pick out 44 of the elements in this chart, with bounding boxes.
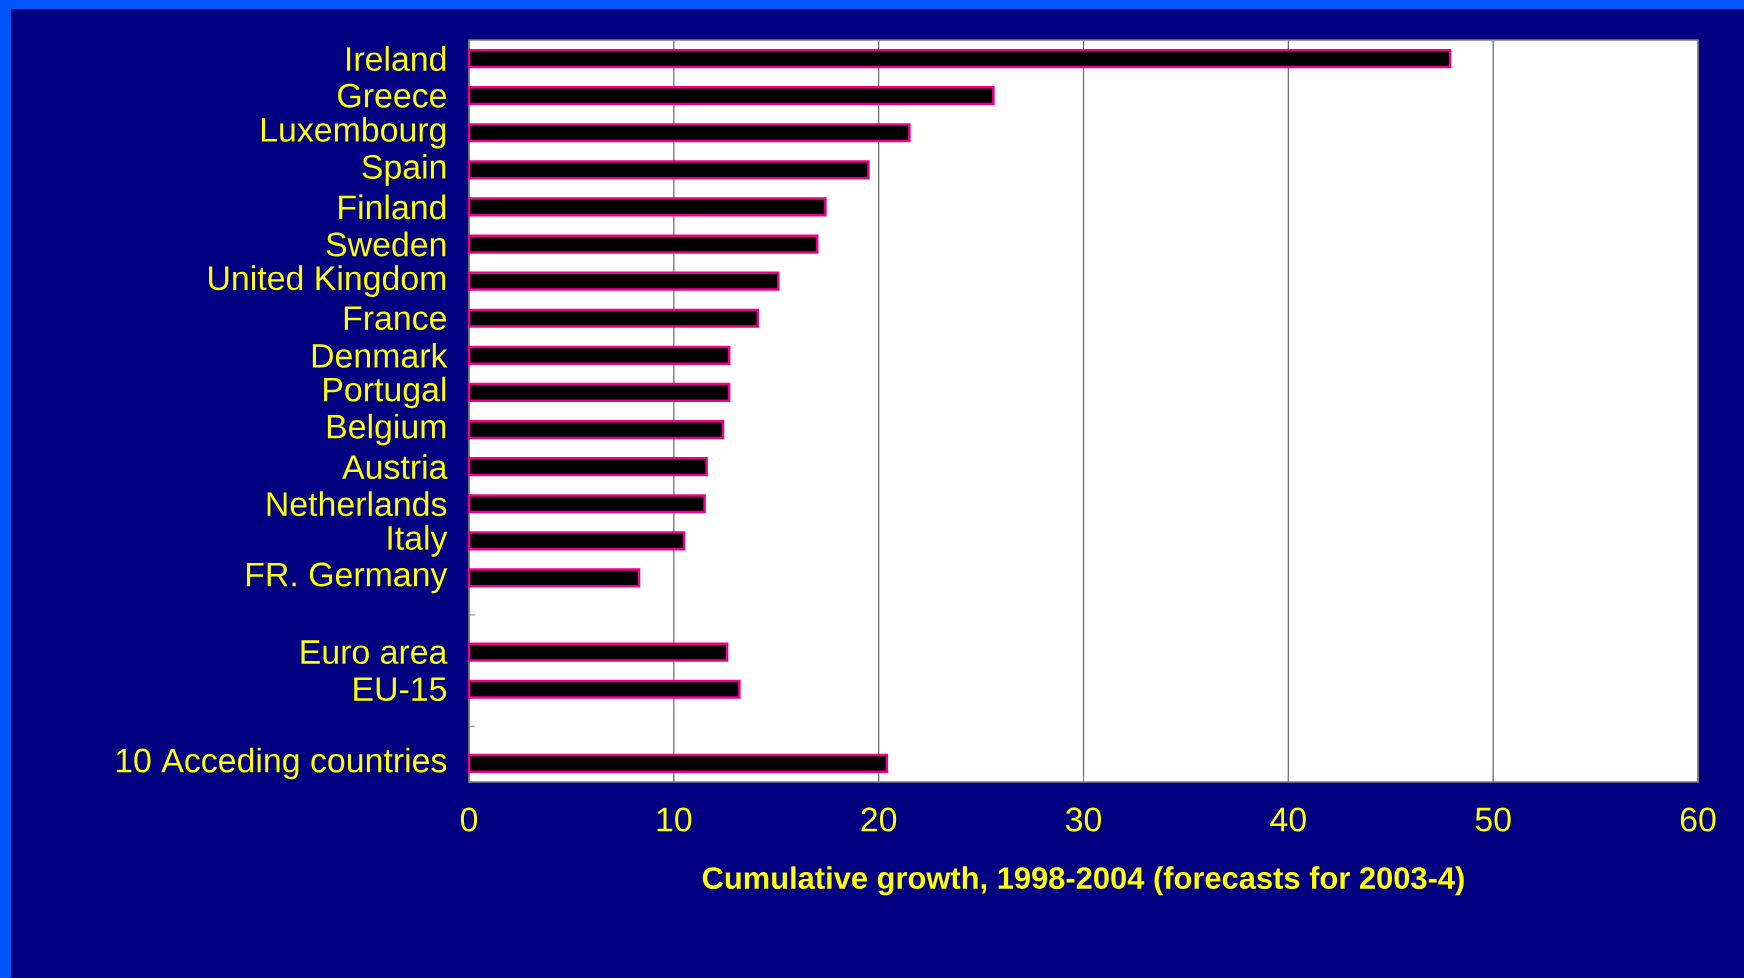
x-axis-title: Cumulative growth, 1998-2004 (forecasts for 2003-4) bbox=[702, 866, 1464, 896]
x-tick-label: 40 bbox=[1270, 807, 1306, 832]
bar bbox=[467, 345, 731, 365]
y-tick-label: Greece bbox=[338, 83, 446, 108]
x-tick-label: 60 bbox=[1680, 807, 1716, 832]
bar bbox=[467, 48, 1452, 69]
y-tick-label: Belgium bbox=[327, 413, 446, 446]
bar bbox=[467, 197, 827, 217]
y-tick-label: EU-15 bbox=[354, 677, 447, 702]
bar bbox=[467, 457, 708, 477]
y-tick-label: Luxembourg bbox=[261, 116, 446, 149]
bar bbox=[467, 308, 760, 328]
x-tick-label: 50 bbox=[1475, 807, 1511, 832]
bar bbox=[467, 753, 889, 774]
y-tick-label: Netherlands bbox=[267, 491, 447, 517]
bar bbox=[467, 419, 725, 440]
bar bbox=[467, 123, 911, 143]
bar bbox=[467, 531, 686, 551]
y-tick-label: Austria bbox=[342, 454, 448, 480]
bar bbox=[467, 160, 870, 180]
x-tick-label: 0 bbox=[460, 807, 478, 832]
bar bbox=[467, 568, 641, 588]
bar bbox=[467, 234, 819, 254]
y-tick-label: 10 Acceding countries bbox=[116, 747, 447, 780]
bar bbox=[467, 494, 706, 514]
bar bbox=[467, 679, 741, 699]
x-tick-label: 20 bbox=[861, 807, 897, 832]
y-tick-label: Denmark bbox=[312, 342, 448, 368]
y-tick-label: Portugal bbox=[324, 376, 446, 409]
y-tick-label: Ireland bbox=[347, 46, 446, 71]
y-tick-label: Italy bbox=[388, 525, 448, 557]
bar bbox=[467, 86, 995, 106]
y-tick-label: Sweden bbox=[326, 231, 446, 257]
y-tick-label: Euro area bbox=[301, 640, 448, 664]
y-tick-label: France bbox=[344, 306, 446, 331]
y-tick-label: Spain bbox=[362, 154, 446, 186]
y-tick-label: FR. Germany bbox=[246, 562, 448, 594]
y-tick-label: Finland bbox=[339, 194, 446, 220]
x-tick-label: 10 bbox=[657, 807, 692, 832]
bar bbox=[467, 642, 729, 662]
bar bbox=[467, 271, 780, 291]
x-tick-label: 30 bbox=[1065, 807, 1102, 832]
y-tick-label: United Kingdom bbox=[209, 265, 446, 297]
bar bbox=[467, 382, 731, 403]
